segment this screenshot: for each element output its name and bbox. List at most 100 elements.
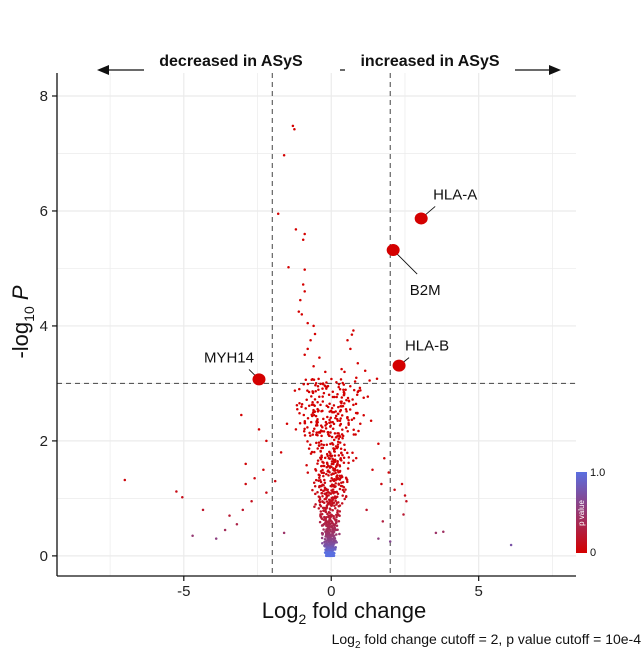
data-point (381, 520, 385, 523)
colorbar-max-label: 1.0 (590, 467, 605, 479)
data-point (334, 482, 337, 485)
data-point (342, 461, 346, 464)
gene-label: MYH14 (204, 349, 254, 366)
data-point (338, 510, 342, 513)
data-point (327, 537, 330, 541)
data-point (352, 433, 356, 436)
data-point (377, 537, 380, 540)
cutoff-caption: Log2 fold change cutoff = 2, p value cut… (332, 631, 642, 651)
data-point (325, 529, 329, 532)
highlighted-gene-point (386, 244, 400, 257)
data-point (339, 408, 343, 412)
data-point (319, 439, 323, 443)
data-point (336, 492, 340, 495)
data-point (181, 495, 184, 499)
data-point (349, 384, 352, 388)
data-point (294, 228, 298, 231)
data-point (325, 506, 329, 509)
data-point (342, 393, 346, 397)
data-point (324, 510, 327, 513)
data-point (334, 414, 338, 418)
data-point (334, 436, 338, 439)
colorbar-min-label: 0 (590, 547, 596, 559)
data-point (332, 411, 336, 414)
data-point (352, 428, 355, 432)
data-point (306, 389, 309, 392)
data-point (324, 519, 328, 522)
data-point (335, 524, 339, 528)
data-point (314, 468, 317, 471)
data-point (328, 421, 331, 425)
data-point (327, 535, 330, 539)
data-point (340, 405, 344, 408)
data-point (302, 413, 306, 417)
data-point (320, 409, 323, 413)
gene-label: HLA-B (405, 338, 449, 355)
data-point (327, 393, 331, 396)
data-point (291, 124, 295, 128)
data-point (330, 552, 334, 556)
data-point (357, 389, 360, 393)
data-point (304, 378, 308, 381)
data-point (321, 500, 324, 503)
data-point (322, 461, 325, 464)
data-point (311, 433, 315, 436)
data-point (347, 423, 350, 427)
data-point (330, 514, 334, 517)
x-axis-title-prefix: Log (262, 598, 299, 623)
data-point (250, 500, 253, 503)
data-point (322, 443, 326, 447)
data-point (338, 434, 341, 437)
data-point (330, 520, 334, 524)
data-point (322, 464, 325, 468)
data-point (318, 395, 321, 399)
data-point (348, 408, 352, 411)
data-point (328, 548, 331, 552)
data-point (324, 552, 328, 556)
data-point (333, 534, 336, 538)
data-point (321, 494, 324, 498)
data-point (345, 410, 348, 413)
caption-prefix: Log (332, 631, 355, 647)
data-point (327, 494, 330, 497)
data-point (294, 428, 298, 431)
data-point (314, 414, 318, 418)
data-point (330, 530, 334, 533)
data-point (282, 531, 286, 535)
data-point (329, 522, 332, 526)
data-point (344, 488, 347, 491)
data-point (343, 448, 347, 452)
data-point (329, 542, 333, 545)
data-point (309, 452, 313, 455)
data-point (315, 422, 318, 426)
data-point (253, 477, 256, 480)
data-point (299, 298, 302, 302)
data-point (235, 523, 239, 526)
data-point (346, 467, 350, 470)
data-point (223, 528, 227, 532)
data-point (321, 395, 324, 398)
data-point (320, 536, 324, 540)
data-point (343, 402, 346, 405)
data-point (312, 378, 316, 381)
data-point (350, 333, 354, 336)
data-point (356, 362, 360, 365)
data-point (326, 512, 329, 516)
data-point (354, 411, 358, 415)
data-point (333, 490, 336, 494)
data-point (298, 387, 301, 391)
data-point (329, 479, 332, 483)
data-point (325, 422, 328, 426)
data-point (301, 283, 305, 286)
data-point (325, 466, 329, 469)
data-point (329, 528, 332, 531)
data-point (336, 477, 339, 481)
caption-sub: 2 (355, 640, 361, 651)
data-point (316, 410, 320, 413)
data-point (340, 475, 344, 479)
data-point (380, 482, 383, 486)
data-point (377, 442, 380, 446)
data-point (309, 434, 312, 437)
data-point (388, 540, 392, 543)
data-point (320, 517, 324, 520)
